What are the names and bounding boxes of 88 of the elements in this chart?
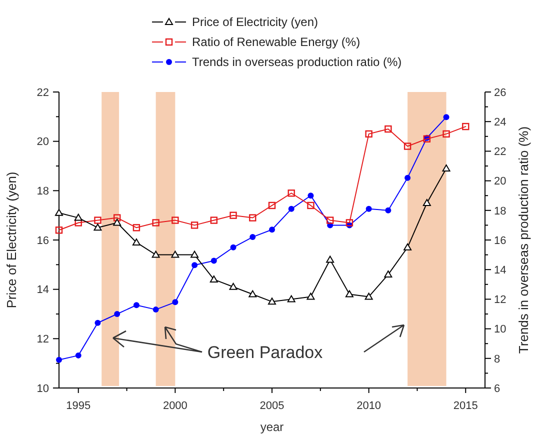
y2-tick-label: 6: [494, 382, 500, 395]
point: [133, 302, 140, 308]
y-tick-label: 12: [36, 334, 49, 346]
y-tick-label: 14: [36, 284, 49, 296]
x-tick-label: 2005: [260, 400, 284, 412]
point: [152, 306, 159, 313]
point: [442, 130, 450, 138]
point: [249, 214, 256, 222]
x-axis-title: year: [260, 420, 284, 434]
point: [365, 130, 372, 138]
point: [250, 234, 256, 240]
point: [404, 142, 412, 150]
x-tick-label: 2015: [453, 400, 478, 412]
point: [190, 222, 198, 229]
x-tick-label: 1995: [66, 400, 91, 412]
point: [113, 214, 121, 222]
point: [248, 290, 257, 298]
point: [210, 275, 218, 282]
point: [94, 216, 102, 224]
point: [326, 256, 334, 263]
point: [287, 295, 296, 302]
y2-tick-label: 12: [494, 294, 506, 306]
point: [404, 243, 412, 250]
y-axis-title: Price of Electricity (yen): [4, 172, 19, 308]
point: [306, 292, 315, 300]
point: [74, 214, 82, 221]
point: [210, 216, 218, 224]
legend-label: Ratio of Renewable Energy (%): [192, 35, 360, 50]
point: [229, 282, 238, 290]
point: [171, 250, 180, 258]
y2-tick-label: 16: [494, 234, 506, 247]
y2-tick-label: 14: [494, 264, 506, 276]
point: [345, 290, 354, 298]
point: [366, 206, 372, 212]
legend-label: Trends in overseas production ratio (%): [192, 55, 402, 70]
point: [75, 352, 82, 358]
y-tick-label: 22: [36, 86, 49, 99]
point: [385, 207, 392, 214]
annotation: Green Paradox: [207, 343, 324, 362]
y2-axis-title: Trends in overseas production ratio (%): [516, 126, 531, 354]
point: [308, 192, 314, 199]
point: [113, 218, 122, 226]
point: [132, 224, 140, 232]
point: [55, 226, 63, 234]
point: [210, 258, 217, 264]
point: [269, 226, 275, 233]
point: [443, 114, 450, 120]
legend-label: Price of Electricity (yen): [192, 15, 318, 30]
point: [364, 292, 373, 300]
point: [268, 298, 276, 305]
point: [56, 356, 62, 363]
point: [152, 219, 160, 226]
point: [172, 299, 178, 306]
point: [94, 320, 101, 326]
y-tick-label: 10: [36, 382, 49, 395]
y2-tick-label: 26: [494, 86, 506, 99]
y-tick-label: 20: [36, 136, 49, 148]
point: [230, 244, 236, 250]
point: [172, 216, 179, 224]
y2-tick-label: 22: [494, 146, 506, 158]
point: [384, 125, 392, 133]
point: [404, 174, 411, 181]
point: [190, 250, 199, 258]
y2-tick-label: 8: [494, 353, 500, 366]
point: [326, 216, 334, 224]
point: [114, 311, 120, 317]
point: [288, 190, 295, 197]
x-tick-label: 2000: [162, 400, 188, 412]
point: [442, 164, 450, 172]
point: [268, 202, 276, 210]
point: [192, 262, 198, 268]
y2-tick-label: 18: [494, 205, 506, 218]
point: [422, 199, 431, 206]
y2-tick-label: 24: [494, 116, 506, 128]
point: [307, 202, 314, 210]
point: [132, 238, 140, 246]
x-tick-label: 2010: [356, 400, 382, 412]
point: [288, 206, 294, 212]
y-tick-label: 18: [36, 186, 49, 198]
point: [94, 224, 102, 231]
point: [384, 270, 392, 278]
point: [462, 122, 470, 130]
point: [152, 250, 160, 258]
y-tick-label: 16: [36, 234, 49, 247]
point: [346, 219, 354, 226]
y2-tick-label: 10: [494, 324, 506, 336]
y2-tick-label: 20: [494, 176, 506, 188]
point: [230, 212, 237, 219]
